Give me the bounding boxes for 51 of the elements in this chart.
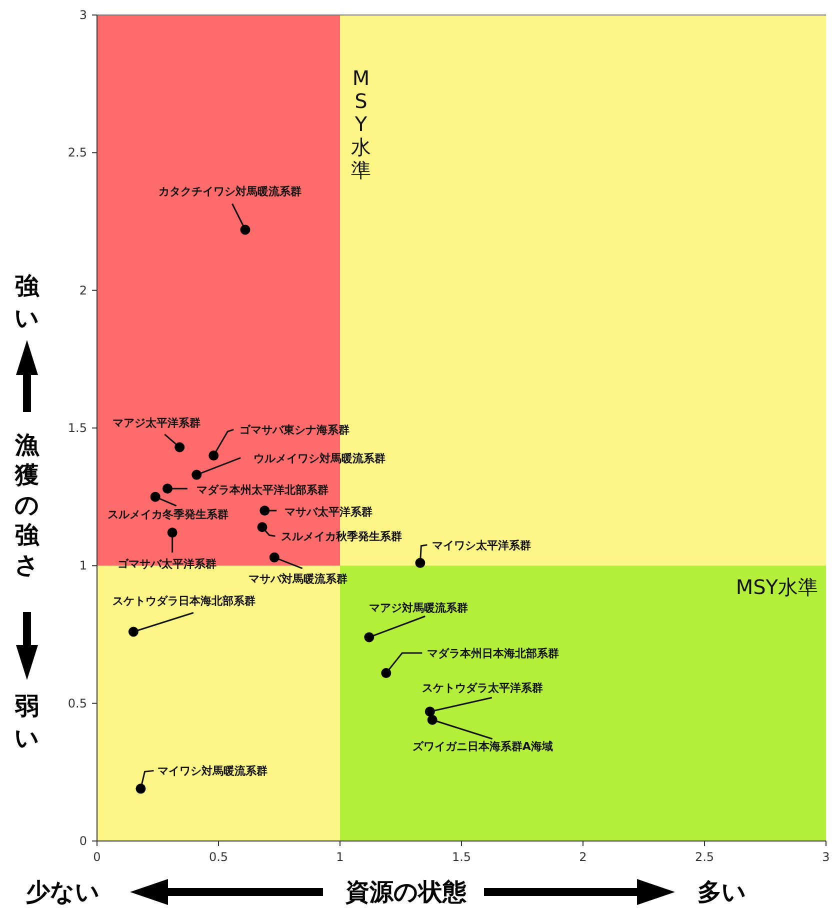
annotation: ズワイガニ日本海系群A海域: [412, 740, 553, 753]
x-tick-label: 1: [336, 850, 344, 864]
x-tick-label: 3: [822, 850, 830, 864]
annotation: マアジ対馬暖流系群: [369, 601, 468, 614]
x-tick-label: 0.5: [208, 850, 228, 864]
point: [424, 706, 435, 717]
point: [260, 506, 270, 516]
point: [415, 558, 426, 568]
point: [381, 668, 392, 678]
point: [240, 224, 250, 235]
annotation: スケトウダラ太平洋系群: [422, 682, 543, 695]
point: [208, 450, 219, 461]
y-tick-label: 2: [79, 283, 87, 298]
text: 少ない: [26, 878, 100, 906]
annotation: カタクチイワシ対馬暖流系群: [158, 184, 302, 198]
y-tick-label: 1: [79, 558, 87, 573]
point: [128, 626, 138, 637]
x-tick-label: 2.5: [694, 850, 714, 864]
annotation: マイワシ対馬暖流系群: [158, 764, 268, 778]
point: [269, 552, 280, 562]
annotation: マアジ太平洋系群: [112, 416, 201, 430]
point: [192, 470, 202, 480]
annotation: マサバ対馬暖流系群: [248, 572, 348, 586]
y-tick-label: 0.5: [68, 696, 87, 710]
annotation: スケトウダラ日本海北部系群: [112, 594, 256, 608]
point: [162, 484, 172, 494]
y-tick-label: 1.5: [68, 421, 87, 435]
point: [150, 492, 160, 502]
text: 強い: [14, 272, 40, 332]
x-tick-label: 2: [579, 850, 587, 864]
y-axis-title: 漁獲の強さ: [14, 431, 40, 579]
point: [364, 632, 374, 642]
point: [174, 442, 185, 452]
x-tick-label: 0: [93, 850, 101, 864]
x-axis-title: 資源の状態: [344, 878, 468, 906]
text: 多い: [698, 878, 746, 906]
point: [136, 784, 146, 794]
y-tick-label: 3: [79, 8, 87, 22]
annotation: マダラ本州太平洋北部系群: [196, 484, 328, 497]
annotation: マイワシ太平洋系群: [432, 538, 532, 552]
y-tick-label: 0: [79, 834, 87, 848]
point: [427, 714, 438, 725]
text: 弱い: [14, 692, 40, 752]
annotation: マダラ本州日本海北部系群: [427, 647, 560, 660]
annotation: MSY水準: [736, 575, 818, 599]
annotation: MSY水準: [351, 66, 371, 182]
point: [167, 528, 178, 538]
y-tick-label: 2.5: [68, 146, 87, 160]
x-tick-label: 1.5: [452, 850, 472, 864]
annotation: スルメイカ冬季発生系群: [107, 508, 228, 521]
point: [257, 522, 268, 532]
